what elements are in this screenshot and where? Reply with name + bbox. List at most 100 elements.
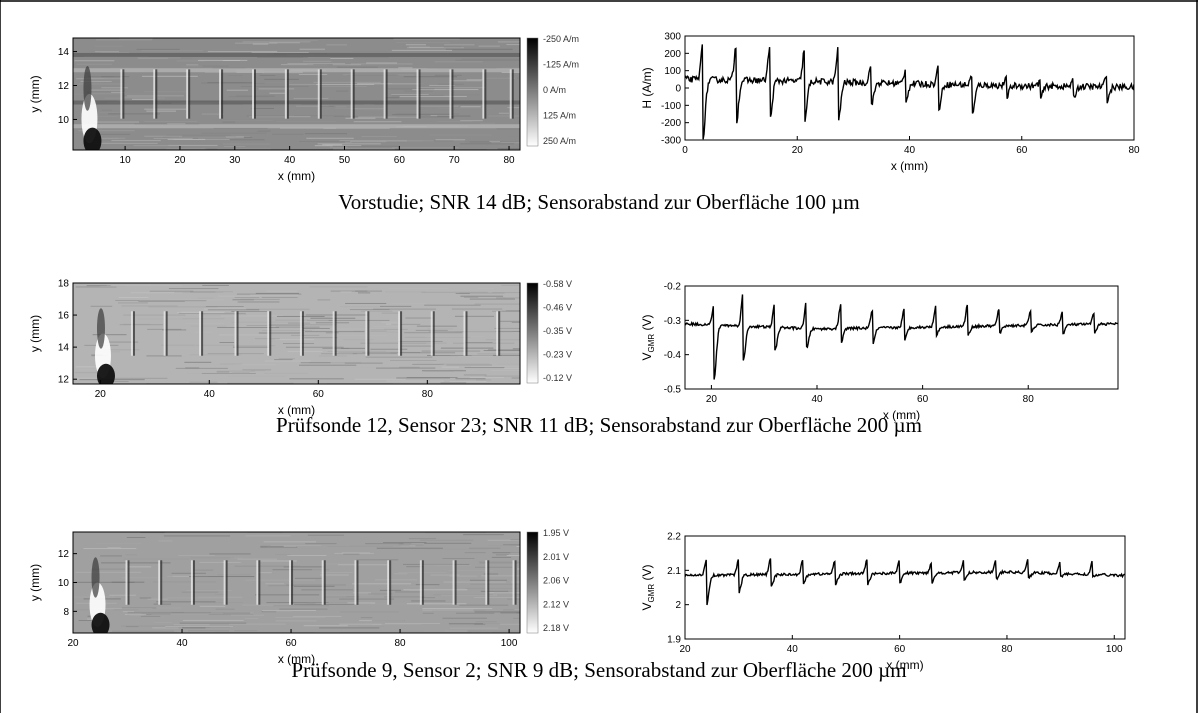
y-tick-label: 10: [58, 578, 70, 589]
noise-streak: [319, 86, 367, 88]
noise-streak: [228, 96, 268, 98]
noise-streak: [307, 64, 328, 66]
noise-streak: [178, 312, 246, 314]
noise-streak: [434, 61, 483, 63]
noise-streak: [340, 611, 400, 613]
noise-streak: [304, 133, 347, 135]
noise-streak: [156, 601, 216, 603]
noise-streak: [483, 573, 499, 575]
defect-dark-mark: [155, 69, 158, 119]
noise-streak: [508, 557, 520, 559]
noise-streak: [470, 583, 520, 585]
noise-streak: [365, 543, 404, 545]
defect-dark-mark: [165, 311, 168, 356]
noise-streak: [503, 544, 520, 546]
noise-streak: [259, 586, 295, 588]
x-tick-label: 80: [1001, 644, 1013, 655]
noise-streak: [480, 590, 509, 592]
defect-dark-blob: [83, 66, 92, 111]
noise-streak: [453, 342, 515, 344]
colorbar-label: 0 A/m: [543, 85, 566, 95]
noise-streak: [241, 604, 301, 606]
noise-streak: [215, 608, 235, 610]
noise-streak: [234, 42, 278, 44]
noise-streak: [475, 566, 513, 568]
noise-streak: [237, 301, 280, 303]
noise-streak: [364, 104, 375, 106]
y-tick-label: 1.9: [667, 635, 681, 646]
defect-light-mark: [321, 560, 324, 605]
noise-streak: [396, 116, 455, 118]
colorbar: -250 A/m -125 A/m 0 A/m 125 A/m 250 A/m: [526, 34, 579, 147]
noise-streak: [106, 284, 151, 286]
defect-dark-mark: [356, 560, 359, 605]
noise-streak: [242, 41, 311, 43]
noise-streak: [101, 109, 113, 111]
noise-streak: [516, 612, 520, 614]
noise-streak: [502, 67, 520, 69]
defect-light-mark: [153, 69, 156, 119]
noise-streak: [463, 374, 487, 376]
noise-streak: [466, 630, 520, 632]
noise-streak: [278, 358, 295, 360]
series-line: [685, 558, 1125, 606]
noise-streak: [304, 316, 332, 318]
noise-streak: [475, 621, 498, 623]
noise-streak: [450, 80, 482, 82]
noise-streak: [416, 325, 457, 327]
noise-streak: [370, 328, 408, 330]
y-tick-label: -200: [661, 118, 681, 129]
noise-streak: [294, 577, 322, 579]
noise-streak: [260, 546, 298, 548]
defect-dark-mark: [421, 560, 424, 605]
noise-streak: [202, 65, 229, 67]
noise-streak: [391, 49, 453, 51]
noise-streak: [459, 292, 505, 294]
heatmap-image: [73, 532, 520, 633]
noise-streak: [198, 596, 243, 598]
noise-streak: [491, 142, 520, 144]
noise-streak: [75, 286, 117, 288]
noise-streak: [340, 291, 352, 293]
noise-streak: [460, 120, 483, 122]
colorbar-label: 2.06 V: [543, 576, 569, 586]
noise-streak: [431, 610, 486, 612]
noise-streak: [506, 44, 520, 46]
colorbar-label: 250 A/m: [543, 136, 576, 146]
defect-dark-mark: [367, 311, 370, 356]
noise-streak: [236, 293, 302, 295]
heatmap-band: [73, 68, 520, 73]
chart-4: 20 40 60 80 -0.5 -0.4 -0.3 -0.2 x (mm) VGMR (V): [640, 282, 1119, 422]
defect-dark-blob: [96, 363, 115, 384]
noise-streak: [217, 326, 280, 328]
noise-streak: [352, 592, 372, 594]
x-tick-label: 80: [422, 389, 434, 400]
y-tick-label: 2: [675, 600, 681, 611]
x-tick-label: 60: [285, 638, 297, 649]
noise-streak: [244, 618, 258, 620]
noise-streak: [262, 610, 292, 612]
noise-streak: [457, 356, 493, 358]
noise-streak: [424, 304, 481, 306]
defect-light-mark: [387, 560, 390, 605]
noise-streak: [512, 348, 520, 350]
noise-streak: [412, 363, 444, 365]
y-tick-label: -0.2: [664, 282, 682, 293]
noise-streak: [285, 346, 344, 348]
noise-streak: [234, 630, 258, 632]
x-tick-label: 100: [1106, 644, 1123, 655]
noise-streak: [350, 63, 413, 65]
noise-streak: [459, 331, 513, 333]
defect-light-mark: [256, 560, 259, 605]
x-tick-label: 40: [204, 389, 216, 400]
y-tick-label: 8: [63, 607, 69, 618]
noise-streak: [380, 305, 412, 307]
noise-streak: [406, 603, 467, 605]
defect-dark-mark: [132, 311, 135, 356]
colorbar-gradient: [526, 37, 539, 147]
noise-streak: [91, 568, 125, 570]
noise-streak: [339, 306, 383, 308]
x-tick-label: 80: [503, 155, 515, 166]
x-tick-label: 60: [1016, 145, 1028, 156]
noise-streak: [479, 122, 496, 124]
